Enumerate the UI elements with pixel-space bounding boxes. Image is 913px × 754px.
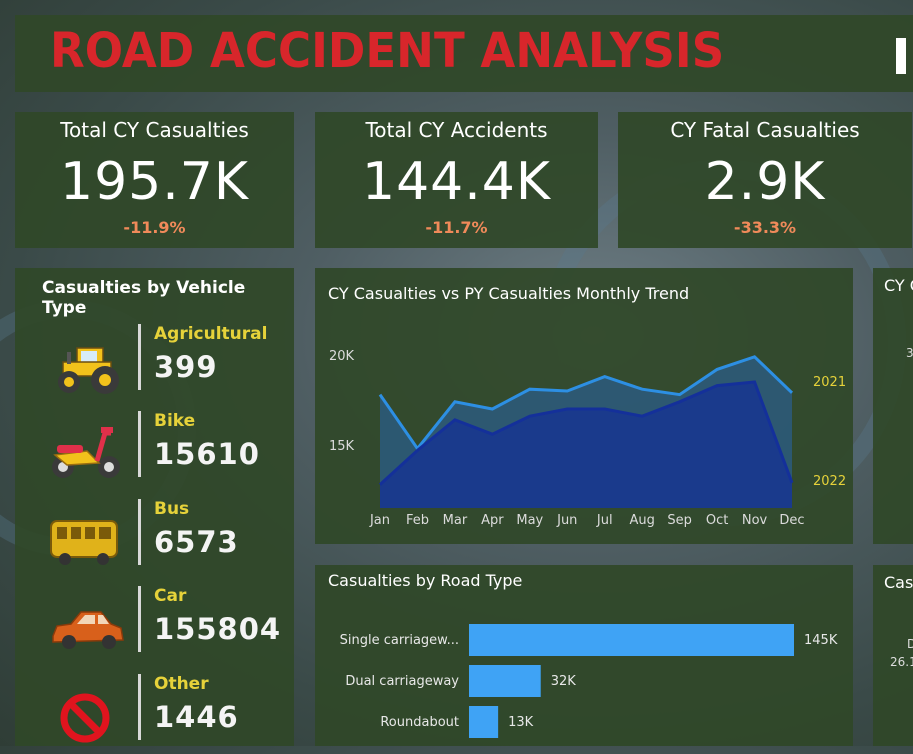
vehicle-name: Other [154,674,209,694]
kpi-label: Total CY Casualties [60,118,249,142]
item-divider [138,324,141,390]
side-panel-title: Cas [884,573,913,592]
page-title: ROAD ACCIDENT ANALYSIS [50,23,725,79]
bar[interactable] [469,624,794,656]
bar-value-label: 32K [551,674,577,689]
x-tick-label: Apr [481,513,504,528]
kpi-value: 195.7K [60,152,249,212]
series-label: 2022 [813,474,846,489]
x-tick-label: Jun [556,513,577,528]
kpi-value: 2.9K [704,152,826,212]
x-tick-label: Mar [443,513,468,528]
header-edge-icon [896,38,906,74]
kpi-label: CY Fatal Casualties [670,118,860,142]
bar-value-label: 13K [508,715,534,730]
x-tick-label: Nov [742,513,768,528]
line-2021 [378,355,794,452]
bar-category-label: Single carriagew... [340,633,459,648]
bar[interactable] [469,665,541,697]
tractor-icon [58,347,119,394]
kpi-change: -11.9% [123,218,186,237]
vehicle-value: 15610 [154,437,260,471]
bar[interactable] [469,706,499,738]
side-panel-top[interactable]: CY C 3 [873,268,913,544]
kpi-card-total-casualties[interactable]: Total CY Casualties 195.7K -11.9% [15,112,294,248]
item-divider [138,586,141,652]
vehicle-value: 6573 [154,525,239,559]
bus-icon [50,520,118,565]
x-tick-label: Sep [667,513,692,528]
road-type-panel[interactable]: Casualties by Road Type Single carriagew… [315,565,853,746]
item-divider [138,674,141,740]
vehicle-item-car[interactable]: Car 155804 [15,586,294,666]
vehicle-value: 155804 [154,612,282,646]
item-divider [138,411,141,477]
x-tick-label: Dec [779,513,804,528]
motorbike-icon [52,427,120,478]
kpi-change: -11.7% [425,218,488,237]
kpi-card-total-accidents[interactable]: Total CY Accidents 144.4K -11.7% [315,112,598,248]
monthly-trend-panel[interactable]: CY Casualties vs PY Casualties Monthly T… [315,268,853,544]
kpi-value: 144.4K [362,152,551,212]
x-tick-label: Feb [406,513,429,528]
bar-category-label: Roundabout [380,715,459,730]
bar-category-label: Dual carriageway [345,674,459,689]
y-tick-label: 15K [329,439,355,454]
side-panel-value: 26.1 [890,655,913,669]
vehicle-value: 1446 [154,700,239,734]
kpi-label: Total CY Accidents [365,118,548,142]
vehicle-value: 399 [154,350,218,384]
road-chart-title: Casualties by Road Type [328,571,523,590]
vehicle-name: Car [154,586,187,606]
x-tick-label: Aug [629,513,654,528]
vehicle-name: Agricultural [154,324,268,344]
side-panel-title: CY C [884,276,913,295]
x-tick-label: Jul [596,513,613,528]
vehicle-item-bus[interactable]: Bus 6573 [15,499,294,579]
car-icon [52,611,124,649]
road-type-chart: Single carriagew... 145K Dual carriageway 3… [340,624,838,738]
trend-chart: 20K 15K 2021 2022 Jan Feb Mar Apr May Jun Jul Aug Se… [329,349,846,528]
bar-value-label: 145K [804,633,838,648]
x-tick-label: May [516,513,543,528]
side-panel-value: 3 [906,346,913,360]
vehicle-item-agricultural[interactable]: Agricultural 399 [15,324,294,404]
vehicle-type-title: Casualties by Vehicle Type [42,278,246,318]
line-2022 [378,380,794,486]
trend-chart-title: CY Casualties vs PY Casualties Monthly T… [328,284,690,303]
area-2022 [380,382,792,508]
kpi-card-fatal-casualties[interactable]: CY Fatal Casualties 2.9K -33.3% [618,112,912,248]
title-bar: ROAD ACCIDENT ANALYSIS [15,15,913,92]
vehicle-name: Bus [154,499,190,519]
x-tick-label: Jan [369,513,390,528]
vehicle-name: Bike [154,411,196,431]
vehicle-type-panel[interactable]: Casualties by Vehicle Type Agricultural … [15,268,294,746]
vehicle-item-bike[interactable]: Bike 15610 [15,411,294,491]
side-panel-bottom[interactable]: Cas D 26.1 [873,565,913,746]
item-divider [138,499,141,565]
vehicle-item-other[interactable]: Other 1446 [15,674,294,754]
kpi-change: -33.3% [733,218,797,237]
side-panel-label: D [907,637,913,651]
prohibited-icon [60,693,110,743]
series-label: 2021 [813,375,846,390]
y-tick-label: 20K [329,349,355,364]
x-tick-label: Oct [706,513,728,528]
